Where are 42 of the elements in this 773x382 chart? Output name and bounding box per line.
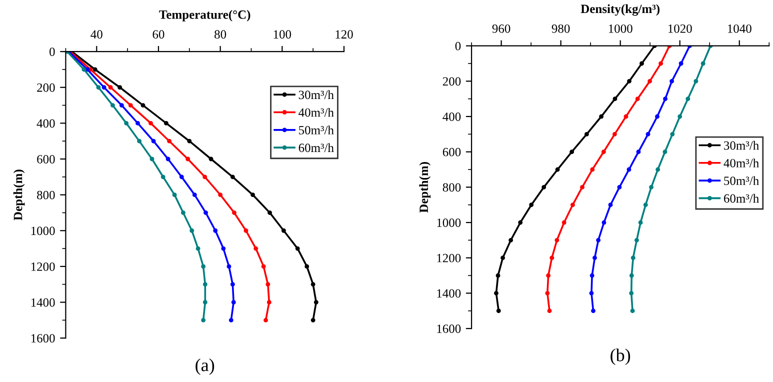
x-axis-title: Temperature(°C) — [159, 10, 250, 22]
x-tick-label: 40 — [90, 30, 102, 39]
y-tick-label: 400 — [442, 112, 461, 121]
y-tick-label: 0 — [455, 42, 461, 50]
legend-label: 60m³/h — [724, 194, 759, 203]
legend-label: 30m³/h — [298, 90, 334, 100]
legend-label: 30m³/h — [724, 140, 759, 150]
y-tick-label: 1000 — [31, 226, 55, 236]
y-tick-label: 1200 — [437, 254, 461, 262]
x-tick-label: 1000 — [608, 24, 632, 33]
x-tick-label: 80 — [214, 30, 226, 39]
x-tick-label: 980 — [552, 24, 570, 33]
legend-label: 50m³/h — [724, 176, 759, 186]
y-tick-label: 1200 — [31, 262, 55, 271]
y-tick-label: 1400 — [437, 289, 461, 298]
y-tick-label: 200 — [442, 77, 461, 86]
y-tick-label: 0 — [50, 48, 55, 56]
x-tick-label: 120 — [336, 30, 353, 39]
x-tick-label: 60 — [152, 30, 164, 39]
y-tick-label: 1600 — [437, 324, 461, 333]
y-axis-title: Depth(m) — [419, 162, 431, 213]
x-tick-label: 1020 — [668, 24, 692, 33]
text: (b) — [610, 348, 630, 365]
y-tick-label: 1000 — [437, 218, 461, 227]
y-tick-label: 400 — [36, 119, 55, 128]
legend-label: 60m³/h — [298, 143, 334, 152]
legend-label: 50m³/h — [299, 126, 334, 134]
y-tick-label: 1400 — [31, 298, 55, 307]
y-tick-label: 1600 — [31, 334, 55, 343]
y-tick-label: 800 — [442, 183, 461, 192]
y-tick-label: 200 — [37, 83, 55, 92]
y-tick-label: 600 — [442, 148, 461, 156]
text: (a) — [196, 358, 214, 375]
y-tick-label: 800 — [37, 190, 55, 200]
x-tick-label: 1040 — [728, 24, 752, 33]
y-axis-title: Depth(m) — [13, 170, 25, 220]
x-axis-title: Density(kg/m³) — [580, 4, 660, 16]
legend-label: 40m³/h — [298, 108, 334, 117]
y-tick-label: 600 — [37, 155, 55, 164]
x-tick-label: 960 — [492, 24, 510, 33]
legend-label: 40m³/h — [724, 158, 759, 168]
x-tick-label: 100 — [274, 30, 292, 39]
